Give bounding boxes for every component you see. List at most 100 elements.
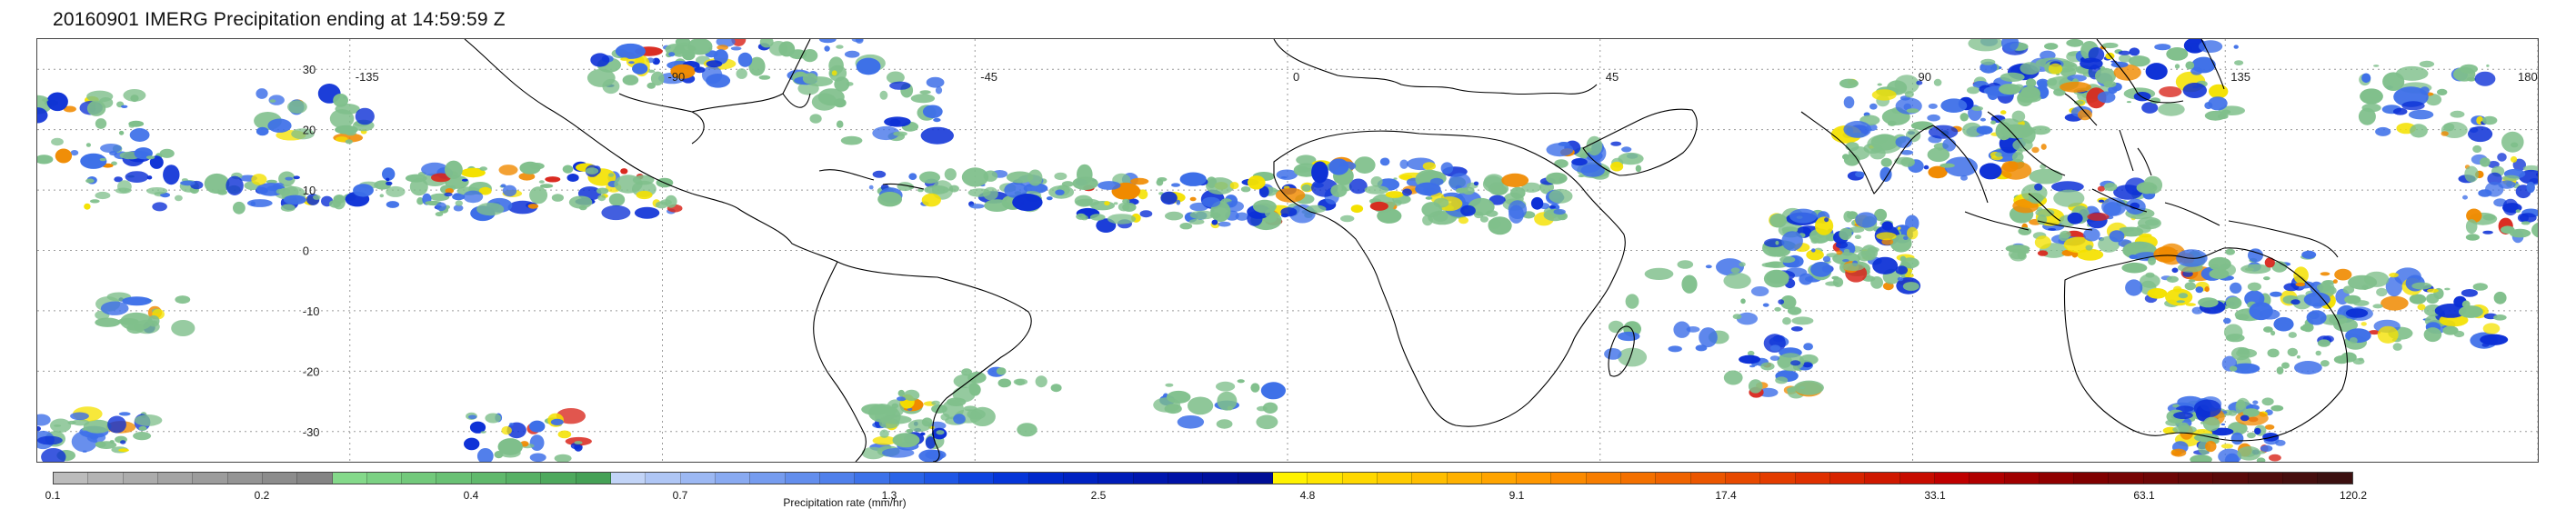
- precipitation-cell: [2368, 330, 2381, 335]
- precipitation-cell: [2231, 363, 2260, 374]
- colorbar-tick-label: 2.5: [1090, 489, 1107, 502]
- precipitation-cell: [2218, 263, 2236, 277]
- precipitation-cell: [1799, 385, 1806, 390]
- precipitation-cell: [1089, 214, 1106, 221]
- precipitation-cell: [2020, 62, 2040, 75]
- precipitation-cell: [1250, 383, 1260, 393]
- longitude-label: 135: [2230, 70, 2250, 84]
- precipitation-cell: [2273, 316, 2294, 332]
- precipitation-cell: [2145, 63, 2168, 80]
- precipitation-cell: [1113, 202, 1118, 205]
- precipitation-cell: [1012, 194, 1043, 212]
- colorbar-tick-label: 63.1: [2133, 489, 2155, 502]
- precipitation-cell: [1668, 345, 1682, 353]
- precipitation-cell: [204, 173, 230, 195]
- precipitation-cell: [1258, 185, 1269, 198]
- precipitation-cell: [1625, 294, 1639, 309]
- precipitation-cell: [828, 56, 844, 75]
- precipitation-cell: [1216, 419, 1233, 429]
- precipitation-cell: [445, 175, 469, 189]
- precipitation-cell: [2220, 444, 2233, 449]
- precipitation-cell: [2480, 157, 2491, 167]
- precipitation-cell: [1311, 161, 1328, 184]
- precipitation-cell: [655, 201, 668, 209]
- colorbar-segment: [88, 473, 124, 484]
- precipitation-cell: [1769, 344, 1781, 352]
- precipitation-cell: [2126, 101, 2131, 104]
- precipitation-cell: [1872, 256, 1899, 274]
- precipitation-cell: [2240, 414, 2250, 422]
- precipitation-cell: [615, 43, 647, 59]
- precipitation-cell: [2302, 323, 2314, 333]
- precipitation-cell: [706, 60, 723, 68]
- precipitation-cell: [2287, 347, 2298, 357]
- precipitation-cell: [1330, 184, 1348, 197]
- precipitation-cell: [2474, 71, 2496, 86]
- precipitation-cell: [267, 118, 292, 133]
- precipitation-cell: [1822, 255, 1831, 263]
- precipitation-cell: [647, 82, 656, 89]
- coastline-madagascar: [1608, 325, 1635, 377]
- colorbar-segment: [227, 473, 263, 484]
- precipitation-cell: [37, 414, 51, 426]
- precipitation-cell: [1900, 150, 1914, 155]
- colorbar-segment: [1551, 473, 1587, 484]
- precipitation-map[interactable]: -135 -90 -45 0 45 90 135 180 30 20 10 0 -10 -20 -30: [36, 38, 2539, 463]
- precipitation-cell: [1046, 196, 1053, 201]
- precipitation-cell: [266, 179, 277, 185]
- precipitation-cell: [2097, 185, 2105, 192]
- precipitation-cell: [2001, 161, 2019, 173]
- precipitation-cell: [1806, 249, 1824, 261]
- coastline-arabia: [1582, 108, 1698, 176]
- precipitation-cell: [1488, 218, 1501, 229]
- precipitation-cell: [1774, 306, 1781, 312]
- precipitation-cell: [2482, 230, 2493, 235]
- precipitation-cell: [2293, 266, 2309, 284]
- colorbar-segment: [436, 473, 472, 484]
- precipitation-cell: [2344, 294, 2361, 304]
- precipitation-cell: [2409, 294, 2427, 304]
- latitude-label: 0: [303, 245, 309, 258]
- precipitation-cell: [2361, 284, 2369, 291]
- precipitation-cell: [906, 429, 914, 434]
- precipitation-cell: [2501, 131, 2524, 153]
- precipitation-cell: [2260, 444, 2273, 452]
- colorbar-segment: [471, 473, 507, 484]
- precipitation-cell: [1990, 120, 1997, 125]
- precipitation-cell: [879, 90, 888, 100]
- precipitation-cell: [632, 63, 648, 75]
- precipitation-cell: [2230, 432, 2244, 445]
- precipitation-cell: [2229, 365, 2238, 372]
- precipitation-cell: [2497, 153, 2507, 162]
- precipitation-cell: [2441, 131, 2449, 136]
- colorbar-segment: [1517, 473, 1552, 484]
- precipitation-cell: [444, 192, 453, 197]
- precipitation-cell: [1260, 382, 1286, 400]
- precipitation-cell: [665, 195, 677, 208]
- colorbar-segment: [2213, 473, 2249, 484]
- precipitation-cell: [130, 95, 139, 103]
- precipitation-cell: [2101, 197, 2127, 216]
- precipitation-cell: [1723, 273, 1751, 289]
- precipitation-cell: [2240, 264, 2271, 274]
- precipitation-cell: [538, 180, 545, 184]
- longitude-label: -135: [356, 70, 379, 84]
- precipitation-cell: [2271, 261, 2288, 273]
- precipitation-cell: [2140, 274, 2160, 288]
- precipitation-cell: [2185, 61, 2195, 70]
- precipitation-cell: [2482, 214, 2496, 221]
- precipitation-cell: [1904, 91, 1914, 98]
- precipitation-cell: [70, 150, 79, 156]
- colorbar-segment: [506, 473, 542, 484]
- precipitation-cell: [1815, 216, 1834, 235]
- precipitation-cell: [1644, 267, 1674, 280]
- precipitation-cell: [2097, 91, 2116, 104]
- precipitation-cell: [868, 185, 874, 190]
- precipitation-cell: [634, 206, 660, 219]
- colorbar-segment: [402, 473, 437, 484]
- precipitation-cell: [562, 165, 574, 174]
- precipitation-cell: [2360, 322, 2367, 326]
- precipitation-cell: [1275, 187, 1306, 203]
- precipitation-cell: [2104, 183, 2118, 192]
- precipitation-cell: [2044, 43, 2059, 50]
